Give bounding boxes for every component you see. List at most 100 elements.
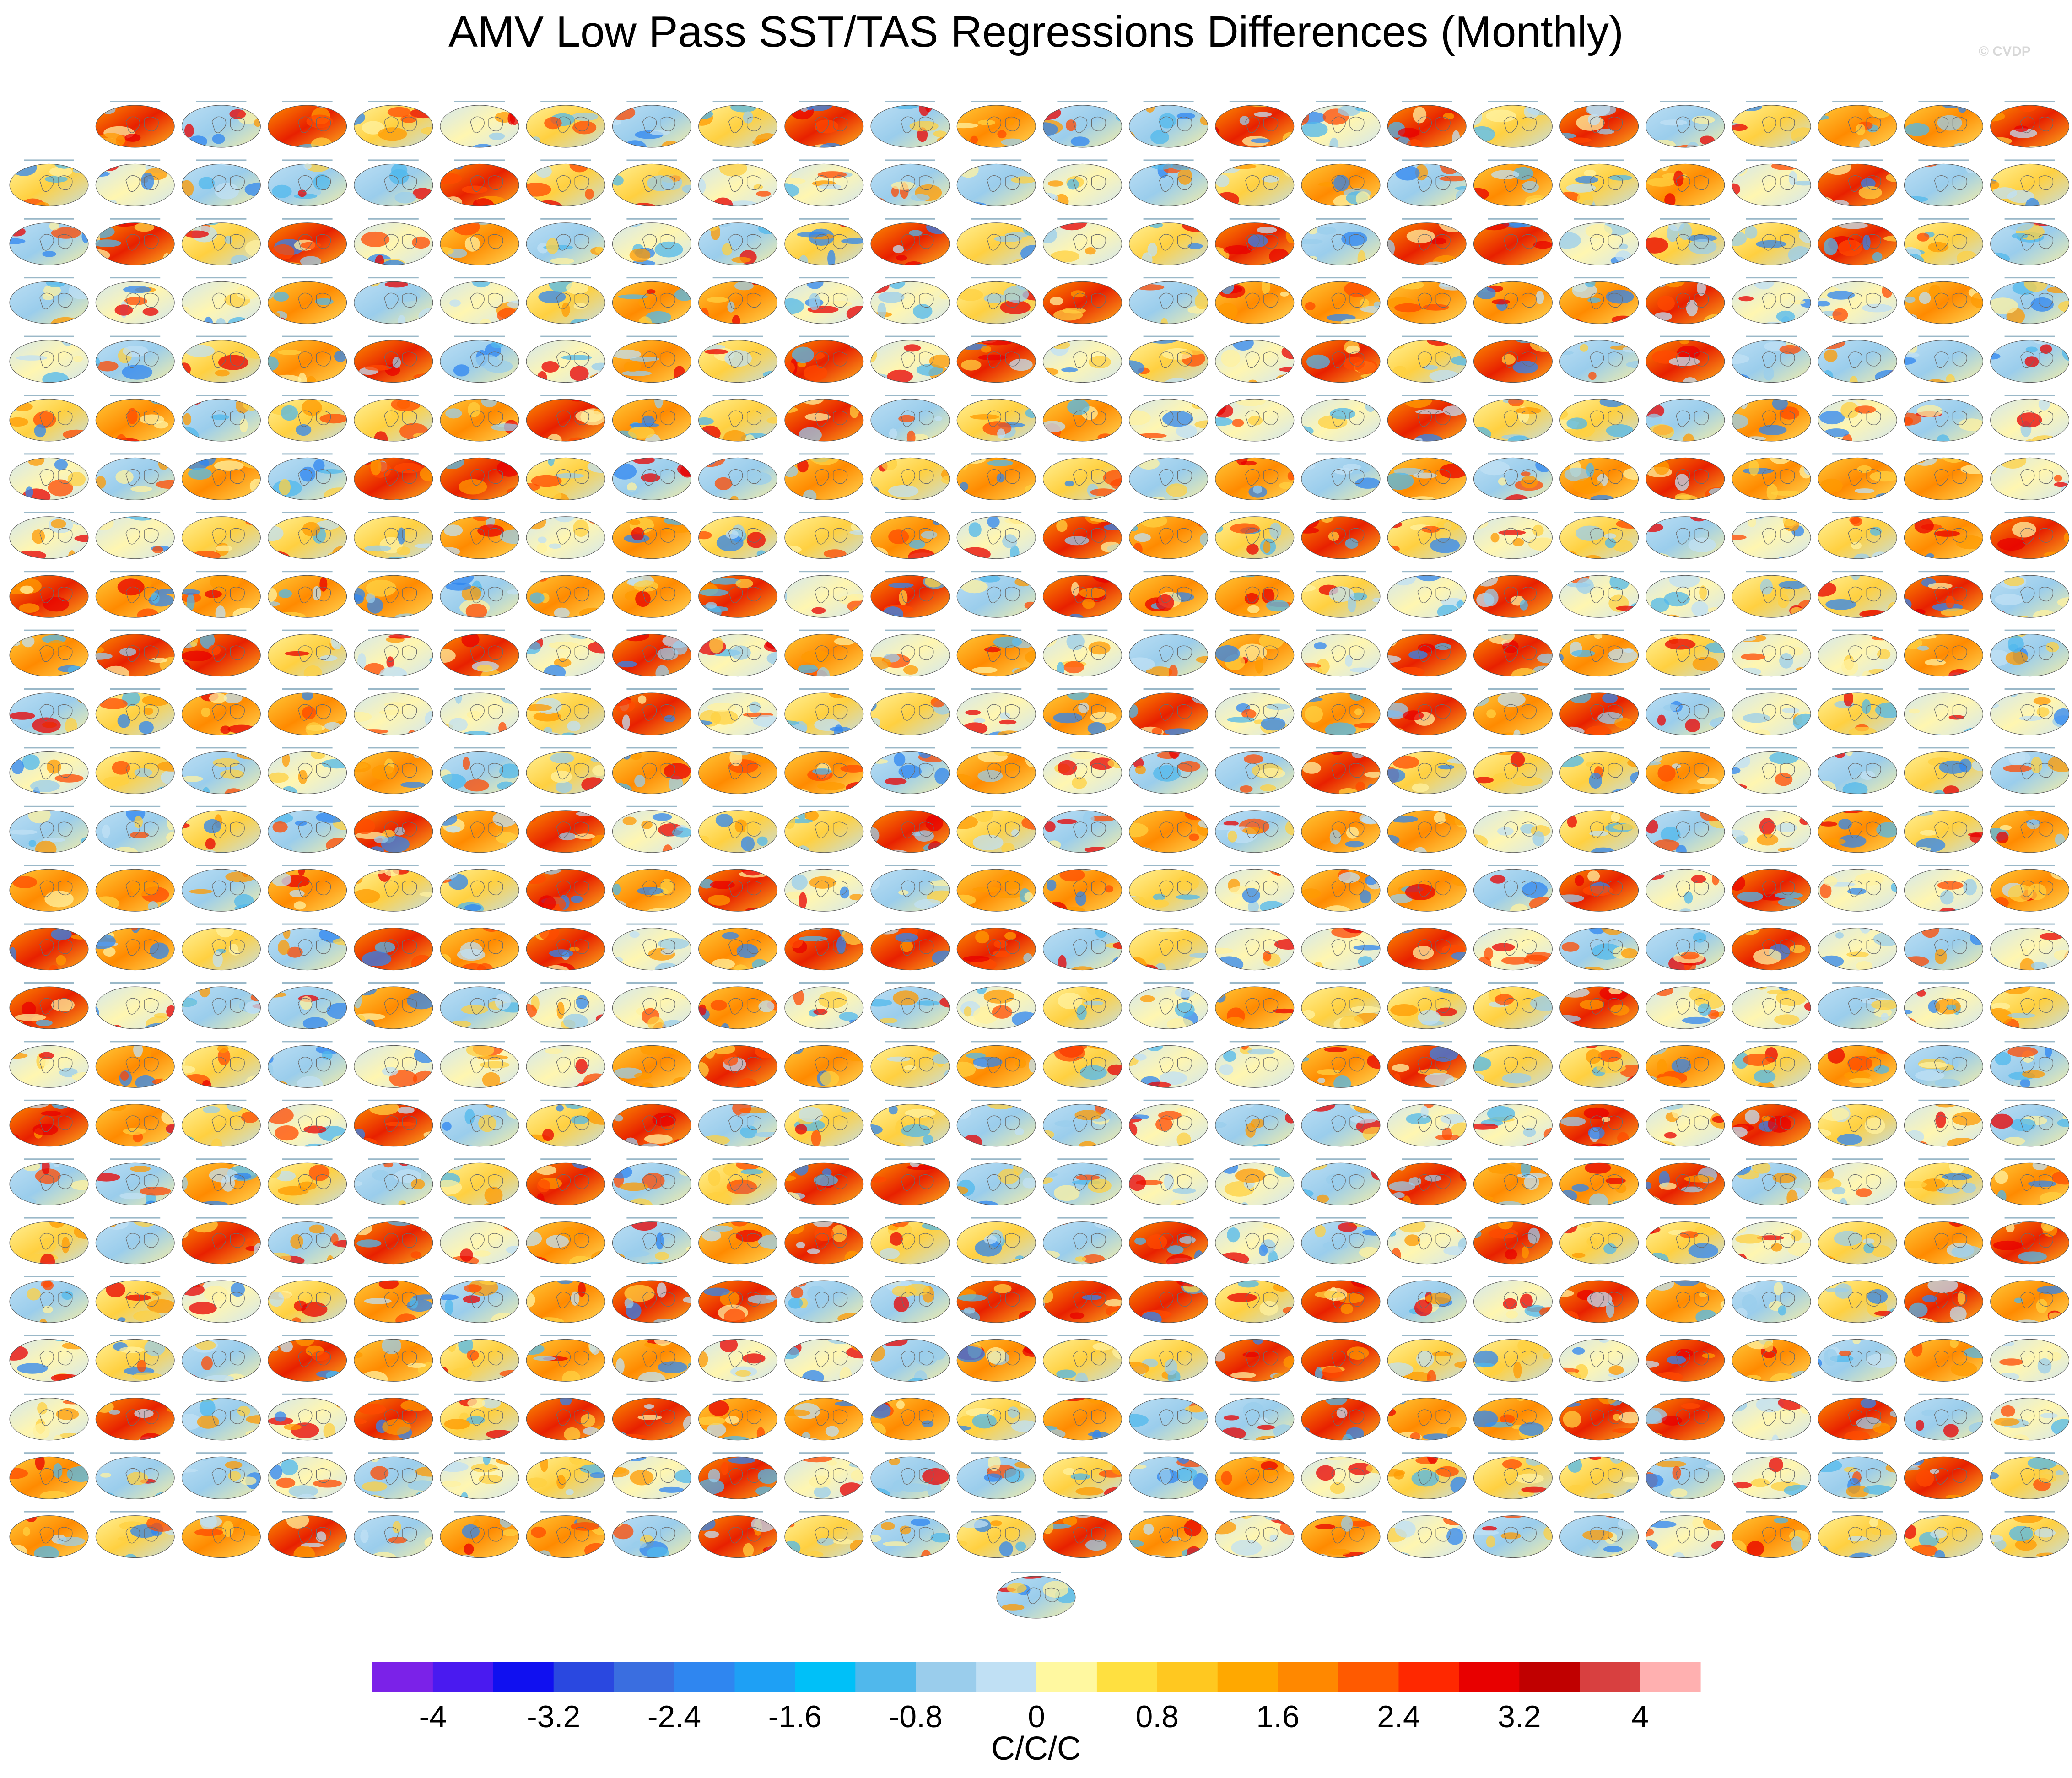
map-panel xyxy=(1904,1393,1983,1441)
map-panel xyxy=(440,335,519,383)
map-panel xyxy=(1904,688,1983,735)
map-panel xyxy=(1387,571,1467,618)
colorbar-bin xyxy=(1036,1662,1097,1692)
map-panel xyxy=(95,1041,175,1088)
map-panel xyxy=(9,982,89,1029)
map-panel xyxy=(698,923,778,971)
map-panel xyxy=(1559,395,1639,442)
map-panel xyxy=(1732,805,1811,853)
map-panel xyxy=(1042,395,1122,442)
map-panel xyxy=(95,335,175,383)
map-panel xyxy=(1042,1393,1122,1441)
map-panel xyxy=(181,1393,261,1441)
map-panel xyxy=(1646,571,1725,618)
map-panel xyxy=(870,982,950,1029)
map-panel xyxy=(612,1511,691,1558)
map-panel xyxy=(1301,571,1381,618)
map-panel xyxy=(268,1276,347,1323)
map-panel xyxy=(354,395,433,442)
map-panel xyxy=(1215,865,1295,912)
map-panel xyxy=(612,1217,691,1265)
map-panel xyxy=(1904,1335,1983,1382)
map-panel xyxy=(440,159,519,206)
map-panel xyxy=(698,218,778,265)
chart-title: AMV Low Pass SST/TAS Regressions Differe… xyxy=(448,7,1624,56)
map-panel xyxy=(354,1041,433,1088)
map-panel xyxy=(526,747,605,794)
map-panel xyxy=(1904,629,1983,677)
map-panel xyxy=(1387,159,1467,206)
map-panel xyxy=(1646,395,1725,442)
map-panel xyxy=(1473,335,1553,383)
map-panel xyxy=(1301,1041,1381,1088)
map-panel xyxy=(9,395,89,442)
map-panel xyxy=(1990,335,2070,383)
map-panel xyxy=(1215,395,1295,442)
map-panel xyxy=(1129,1393,1209,1441)
map-panel xyxy=(268,1511,347,1558)
map-panel xyxy=(1904,277,1983,324)
map-panel xyxy=(9,1041,89,1088)
map-panel xyxy=(784,1452,864,1499)
map-panel xyxy=(354,1158,433,1205)
map-panel xyxy=(440,1335,519,1382)
map-panel xyxy=(1904,1041,1983,1088)
map-panel xyxy=(1042,1335,1122,1382)
map-panel xyxy=(9,1217,89,1265)
map-panel xyxy=(181,277,261,324)
map-panel xyxy=(1559,923,1639,971)
map-panel xyxy=(612,923,691,971)
map-panel xyxy=(1559,805,1639,853)
map-panel xyxy=(1990,395,2070,442)
map-panel xyxy=(1215,1393,1295,1441)
map-panel xyxy=(268,747,347,794)
map-panel xyxy=(1904,1511,1983,1558)
map-panel xyxy=(698,159,778,206)
colorbar-bin xyxy=(855,1662,916,1692)
map-panel xyxy=(784,982,864,1029)
map-panel xyxy=(1646,1158,1725,1205)
map-panel xyxy=(1387,1452,1467,1499)
colorbar-bin xyxy=(1338,1662,1399,1692)
map-panel xyxy=(1818,1393,1897,1441)
map-panel xyxy=(9,865,89,912)
map-panel xyxy=(95,218,175,265)
map-panel xyxy=(1646,1393,1725,1441)
map-panel xyxy=(1042,1276,1122,1323)
map-panel xyxy=(1473,1158,1553,1205)
map-panel xyxy=(870,629,950,677)
map-panel xyxy=(1559,512,1639,559)
map-panel xyxy=(612,453,691,500)
map-panel xyxy=(9,159,89,206)
map-panel xyxy=(1732,395,1811,442)
map-panel xyxy=(1732,1099,1811,1147)
map-panel xyxy=(1559,453,1639,500)
map-panel xyxy=(1646,101,1725,148)
map-panel xyxy=(1473,1217,1553,1265)
map-panel xyxy=(1215,335,1295,383)
map-panel xyxy=(1042,1041,1122,1088)
map-panel xyxy=(526,453,605,500)
map-panel xyxy=(9,1335,89,1382)
map-panel xyxy=(1904,335,1983,383)
map-panel xyxy=(181,1276,261,1323)
map-panel xyxy=(1301,923,1381,971)
map-panel xyxy=(612,101,691,148)
map-panel xyxy=(956,277,1036,324)
map-panel xyxy=(1818,688,1897,735)
map-panel xyxy=(956,512,1036,559)
map-panel xyxy=(95,571,175,618)
map-panel xyxy=(1646,805,1725,853)
map-panel xyxy=(1301,805,1381,853)
map-panel xyxy=(181,688,261,735)
colorbar-bin xyxy=(614,1662,675,1692)
map-panel xyxy=(784,335,864,383)
map-panel xyxy=(698,395,778,442)
map-panel xyxy=(1732,101,1811,148)
map-panel xyxy=(784,1158,864,1205)
map-panel xyxy=(9,218,89,265)
map-panel xyxy=(526,277,605,324)
map-panel xyxy=(1129,1158,1209,1205)
map-panel xyxy=(354,923,433,971)
map-panel xyxy=(1042,688,1122,735)
